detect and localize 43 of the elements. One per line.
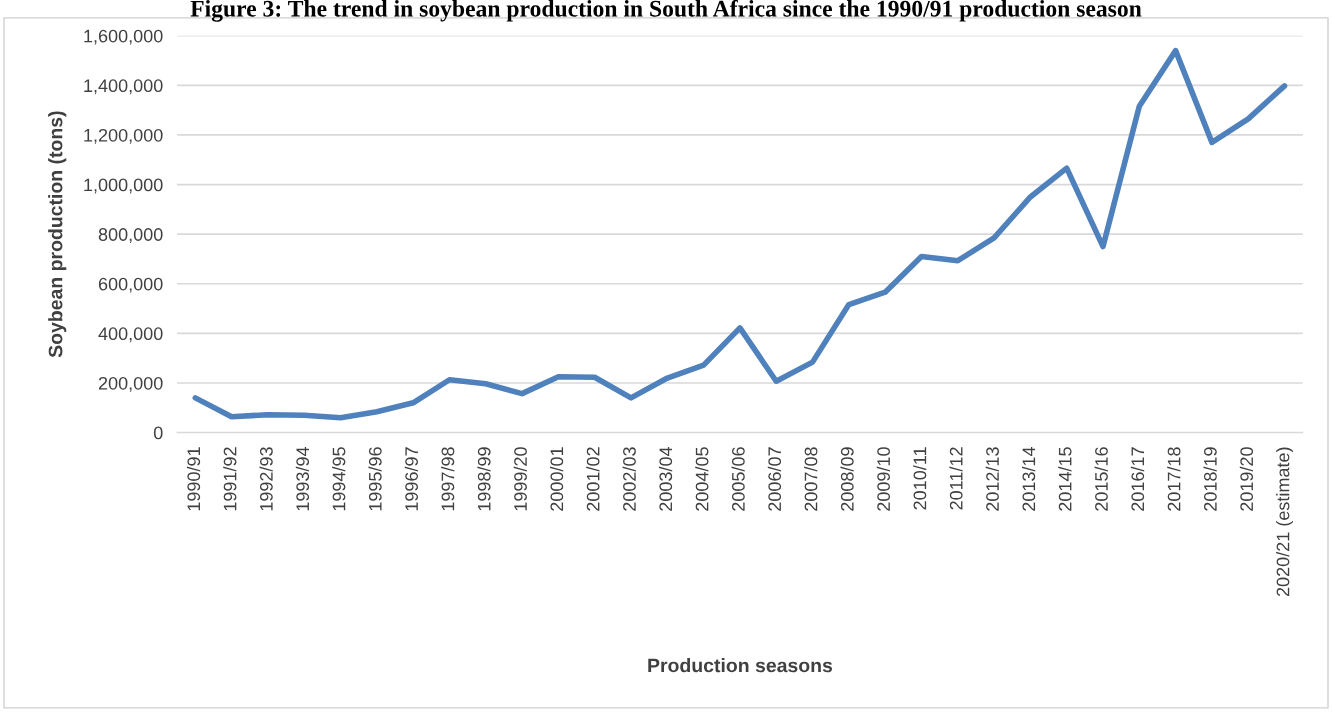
y-tick-label: 1,000,000 [84,178,163,194]
x-tick-label: 2005/06 [731,447,745,511]
x-tick-label: 2015/16 [1094,447,1108,511]
chart-title: Figure 3: The trend in soybean production in South Africa since the 1990/91 production season [190,0,1142,22]
y-tick-label: 400,000 [98,327,163,343]
x-tick-label: 1997/98 [441,447,455,511]
x-tick-label: 2013/14 [1021,446,1036,511]
x-tick-label: 2020/21 (estimate) [1276,447,1293,597]
x-tick-label: 1990/91 [186,447,201,511]
x-tick-label: 2009/10 [876,447,890,511]
y-tick-label: 600,000 [98,277,163,293]
y-tick-label: 1,400,000 [84,79,163,95]
y-axis-title: Soybean production (tons) [48,111,67,358]
x-tick-label: 2012/13 [985,447,999,511]
x-tick-label: 1999/20 [513,447,527,511]
x-tick-label: 1994/95 [332,447,346,511]
x-axis-title: Production seasons [648,658,833,673]
y-tick-label: 1,200,000 [84,128,163,144]
x-tick-label: 2001/02 [586,447,600,511]
x-tick-label: 1995/96 [368,447,382,511]
x-tick-label: 2002/03 [622,447,636,511]
y-tick-label: 1,600,000 [84,29,163,45]
x-tick-label: 2018/19 [1203,447,1217,511]
x-tick-label: 2006/07 [767,447,782,511]
x-tick-label: 2010/11 [913,447,927,510]
y-tick-label: 200,000 [98,376,163,392]
x-tick-label: 2011/12 [949,447,963,510]
x-tick-label: 1993/94 [295,446,310,511]
x-tick-label: 2008/09 [840,447,854,511]
x-tick-label: 1992/93 [259,447,273,511]
x-tick-label: 2017/18 [1167,447,1181,511]
x-tick-label: 2003/04 [658,446,673,511]
x-tick-label: 1996/97 [404,447,418,511]
y-tick-label: 0 [153,426,163,440]
x-tick-label: 1998/99 [477,447,491,511]
y-tick-label: 800,000 [98,228,163,244]
x-tick-label: 2019/20 [1239,447,1254,511]
x-tick-label: 2016/17 [1130,447,1145,511]
x-tick-label: 1991/92 [223,447,237,511]
x-tick-label: 2014/15 [1058,447,1072,511]
x-tick-label: 2007/08 [804,447,818,511]
x-tick-label: 2004/05 [695,447,709,511]
x-tick-label: 2000/01 [549,447,564,511]
